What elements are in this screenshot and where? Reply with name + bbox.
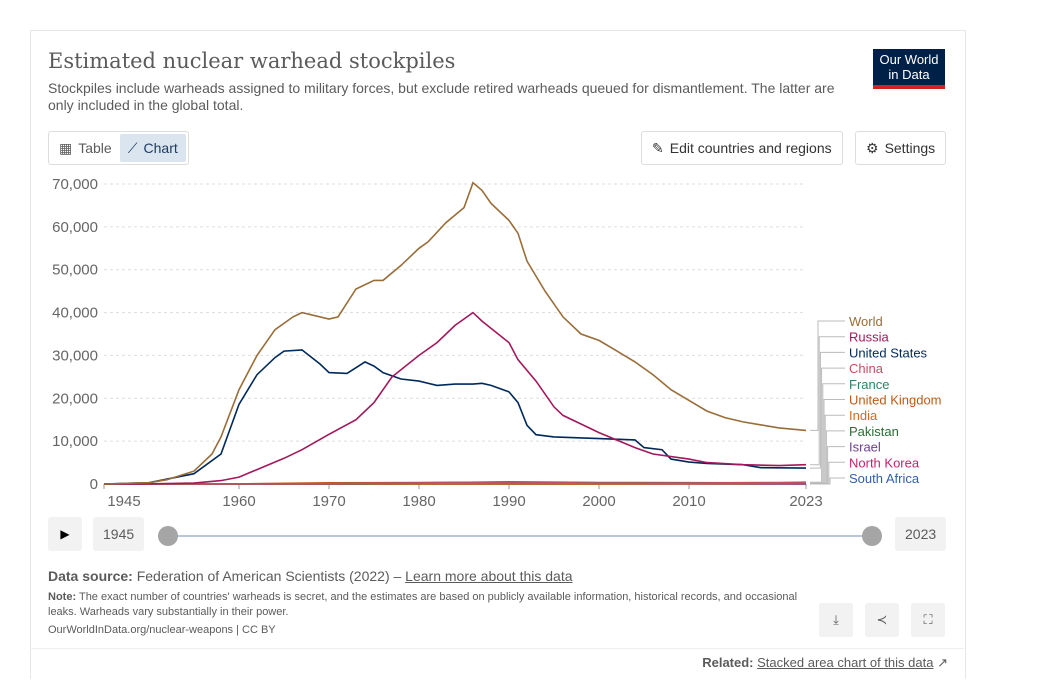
download-button[interactable]: ⤓ xyxy=(819,603,853,637)
edit-countries-label: Edit countries and regions xyxy=(669,140,832,156)
legend-connector xyxy=(810,336,845,466)
tab-chart[interactable]: ⟋ Chart xyxy=(119,134,186,162)
fullscreen-icon: ⛶ xyxy=(923,612,933,627)
y-tick-label: 0 xyxy=(90,476,98,493)
source-text: Federation of American Scientists (2022)… xyxy=(136,568,406,584)
legend-label: North Korea xyxy=(849,455,920,470)
edit-countries-button[interactable]: ✎ Edit countries and regions xyxy=(641,131,843,165)
gear-icon: ⚙ xyxy=(866,139,879,156)
legend-connector xyxy=(810,367,845,483)
chart-title: Estimated nuclear warhead stockpiles xyxy=(48,49,456,73)
x-tick-label: 2010 xyxy=(672,493,705,510)
settings-button[interactable]: ⚙ Settings xyxy=(855,131,947,165)
play-button[interactable]: ▶ xyxy=(48,517,82,551)
series-line-china xyxy=(104,481,807,485)
x-tick-label: 1990 xyxy=(492,493,525,510)
download-icon: ⤓ xyxy=(833,612,839,627)
series-line-world xyxy=(103,181,807,485)
pencil-icon: ✎ xyxy=(652,139,664,156)
timeline-track[interactable] xyxy=(167,535,872,537)
source-label: Data source: xyxy=(48,568,133,584)
data-source: Data source: Federation of American Scie… xyxy=(48,568,573,584)
external-link-icon: ↗ xyxy=(937,655,948,670)
learn-more-link[interactable]: Learn more about this data xyxy=(405,568,573,584)
tab-table-label: Table xyxy=(78,140,112,156)
share-icon: ≺ xyxy=(876,612,888,627)
legend-label: France xyxy=(849,377,889,392)
legend-label: South Africa xyxy=(849,471,920,486)
legend-connector xyxy=(810,320,845,431)
y-tick-label: 10,000 xyxy=(52,433,98,450)
chart-subtitle: Stockpiles include warheads assigned to … xyxy=(48,80,835,113)
timeline-end-year[interactable]: 2023 xyxy=(895,517,947,551)
y-tick-label: 40,000 xyxy=(52,305,98,322)
x-tick-label: 1945 xyxy=(107,493,140,510)
timeline-start-handle[interactable] xyxy=(158,526,178,546)
tab-chart-label: Chart xyxy=(143,140,178,156)
note: Note: The exact number of countries' war… xyxy=(48,590,808,620)
x-tick-label: 2000 xyxy=(582,493,615,510)
legend-label: World xyxy=(849,314,883,329)
x-tick-label: 1960 xyxy=(222,493,255,510)
x-tick-label: 1970 xyxy=(312,493,345,510)
related-link[interactable]: Stacked area chart of this data xyxy=(757,655,934,670)
fullscreen-button[interactable]: ⛶ xyxy=(911,603,945,637)
series-line-united-states xyxy=(103,349,807,485)
line-chart: 0 10,000 20,000 30,000 40,000 50,000 60,000 70,… xyxy=(52,176,942,510)
share-button[interactable]: ≺ xyxy=(865,603,899,637)
table-icon: ▦ xyxy=(59,139,73,156)
x-tick-label: 1980 xyxy=(402,493,435,510)
legend-label: Israel xyxy=(849,440,881,455)
legend-connector xyxy=(810,477,845,485)
related-label: Related: xyxy=(702,655,754,670)
related-chart: Related: Stacked area chart of this data… xyxy=(702,655,948,671)
legend-label: United States xyxy=(849,345,928,360)
timeline-start-year[interactable]: 1945 xyxy=(93,517,145,551)
tab-table[interactable]: ▦ Table xyxy=(51,134,120,162)
y-tick-label: 60,000 xyxy=(52,219,98,236)
x-tick-label: 2023 xyxy=(789,493,822,510)
legend-label: Russia xyxy=(849,330,890,345)
source-url[interactable]: OurWorldInData.org/nuclear-weapons | CC … xyxy=(48,624,276,636)
line-chart-icon: ⟋ xyxy=(127,139,138,156)
legend-connector xyxy=(810,351,845,469)
y-tick-label: 70,000 xyxy=(52,176,98,193)
legend-label: China xyxy=(849,361,884,376)
chart-card xyxy=(30,30,966,679)
settings-label: Settings xyxy=(884,140,936,156)
note-text: The exact number of countries' warheads … xyxy=(48,591,798,618)
divider xyxy=(30,648,964,649)
owid-logo[interactable]: Our World in Data xyxy=(873,49,945,89)
view-tabs: ▦ Table ⟋ Chart xyxy=(48,131,189,165)
y-tick-label: 30,000 xyxy=(52,347,98,364)
legend-label: United Kingdom xyxy=(849,393,942,408)
note-label: Note: xyxy=(48,591,77,603)
timeline-end-handle[interactable] xyxy=(862,526,882,546)
play-icon: ▶ xyxy=(60,527,70,541)
series-line-russia xyxy=(104,311,807,485)
y-tick-label: 50,000 xyxy=(52,262,98,279)
legend-label: Pakistan xyxy=(849,424,899,439)
legend-label: India xyxy=(849,408,878,423)
y-tick-label: 20,000 xyxy=(52,390,98,407)
